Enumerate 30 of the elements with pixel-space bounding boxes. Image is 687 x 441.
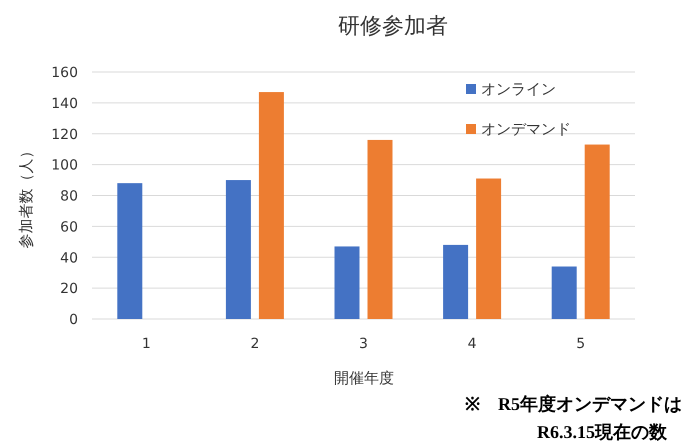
bar xyxy=(476,178,502,319)
y-tick-label: 120 xyxy=(51,126,78,143)
bar xyxy=(552,266,577,319)
bar xyxy=(443,244,468,319)
x-tick-label: 4 xyxy=(468,336,477,352)
y-tick-label: 80 xyxy=(60,188,78,204)
y-tick-label: 140 xyxy=(51,96,78,112)
y-tick-label: 100 xyxy=(51,158,78,174)
y-tick-label: 60 xyxy=(60,219,78,236)
x-tick-label: 5 xyxy=(576,336,586,352)
y-tick-label: 20 xyxy=(60,281,78,298)
bar xyxy=(368,140,392,319)
y-axis-title: 参加者数（人） xyxy=(17,144,35,248)
chart-title: 研修参加者 xyxy=(338,14,448,39)
x-axis-title: 開催年度 xyxy=(334,369,394,387)
text: ※ R5年度オンデマンドは xyxy=(465,394,682,414)
bar xyxy=(226,180,251,319)
bar xyxy=(117,183,142,319)
y-tick-label: 40 xyxy=(60,250,78,266)
bar xyxy=(258,92,284,319)
legend-label: オンデマンド xyxy=(481,120,571,138)
y-tick-label: 0 xyxy=(69,312,78,328)
legend-label: オンライン xyxy=(481,80,556,98)
x-tick-label: 1 xyxy=(142,336,151,352)
bar xyxy=(334,246,360,319)
x-tick-label: 3 xyxy=(359,336,368,352)
text: R6.3.15現在の数 xyxy=(537,422,668,441)
y-tick-label: 160 xyxy=(51,65,78,81)
x-tick-label: 2 xyxy=(250,336,260,352)
bar xyxy=(584,144,610,319)
